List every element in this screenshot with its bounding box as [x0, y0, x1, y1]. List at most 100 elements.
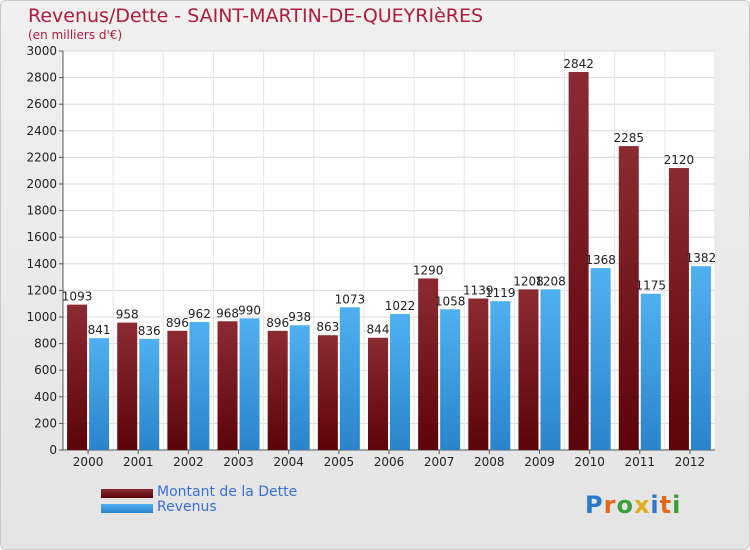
data-label-dette: 896	[266, 316, 289, 330]
bar-revenus	[339, 307, 360, 450]
gridlines	[62, 50, 716, 451]
bar-dette	[568, 72, 589, 450]
proxiti-logo: Proxiti	[585, 491, 681, 519]
y-tick-label: 800	[34, 337, 57, 351]
bar-revenus	[540, 289, 561, 450]
data-label-revenus: 1382	[686, 251, 717, 265]
data-label-revenus: 1368	[585, 253, 616, 267]
data-label-revenus: 841	[88, 323, 111, 337]
logo-letter: P	[585, 491, 604, 519]
data-label-dette: 958	[116, 308, 139, 322]
bar-dette	[117, 322, 138, 450]
data-label-dette: 896	[166, 316, 189, 330]
x-tick-label: 2011	[624, 455, 655, 469]
axes: 0 200 400 600 800 1000 1200 1400 1600 1800 2000 220…	[26, 44, 715, 469]
bar-dette	[468, 298, 489, 450]
y-tick-label: 2400	[26, 124, 57, 138]
x-tick-label: 2009	[524, 455, 555, 469]
plot-area	[63, 51, 715, 450]
bar-revenus	[490, 301, 511, 450]
x-tick-label: 2008	[474, 455, 505, 469]
bar-revenus	[89, 338, 110, 450]
x-tick-label: 2012	[675, 455, 706, 469]
data-label-revenus: 1175	[635, 279, 666, 293]
data-label-dette: 844	[367, 323, 390, 337]
y-tick-label: 2600	[26, 97, 57, 111]
data-labels: 1093 958 896 968 896 863 844 1290 1139 1208 2842 22…	[62, 57, 716, 338]
data-label-dette: 1208	[513, 274, 544, 288]
logo-letter: i	[650, 491, 660, 519]
x-tick-label: 2007	[424, 455, 455, 469]
bar-revenus	[289, 325, 310, 450]
data-label-revenus: 1208	[535, 274, 566, 288]
bar-revenus	[239, 318, 260, 450]
y-tick-label: 1200	[26, 283, 57, 297]
data-label-revenus: 938	[288, 310, 311, 324]
bars	[67, 72, 711, 451]
data-label-revenus: 1073	[335, 292, 366, 306]
y-tick-label: 1600	[26, 230, 57, 244]
y-tick-label: 200	[34, 416, 57, 430]
bar-dette	[368, 337, 388, 450]
bar-dette	[67, 304, 88, 450]
y-tick-label: 1800	[26, 204, 57, 218]
y-tick-label: 600	[34, 363, 57, 377]
data-label-dette: 1139	[463, 284, 494, 298]
data-label-dette: 1290	[413, 263, 444, 277]
bar-revenus	[189, 322, 210, 450]
logo-letter: i	[672, 491, 682, 519]
legend-label-revenus: Revenus	[157, 499, 217, 515]
data-label-dette: 968	[216, 306, 239, 320]
x-tick-label: 2006	[374, 455, 405, 469]
data-label-revenus: 1058	[435, 294, 466, 308]
bar-revenus	[690, 266, 711, 450]
x-tick-label: 2000	[73, 455, 104, 469]
x-tick-label: 2005	[324, 455, 355, 469]
bar-revenus	[139, 338, 160, 450]
y-tick-label: 3000	[26, 44, 57, 58]
bar-revenus	[640, 293, 661, 450]
bar-dette	[418, 278, 439, 450]
data-label-dette: 2120	[664, 153, 695, 167]
chart-subtitle: (en milliers d'€)	[28, 28, 123, 42]
bar-dette	[618, 146, 639, 450]
data-label-dette: 863	[316, 320, 339, 334]
y-tick-label: 2800	[26, 71, 57, 85]
bar-dette	[668, 168, 689, 451]
y-tick-label: 2200	[26, 150, 57, 164]
x-tick-label: 2003	[223, 455, 254, 469]
bar-dette	[217, 321, 238, 450]
bar-revenus	[390, 314, 410, 450]
data-label-revenus: 962	[188, 307, 211, 321]
legend-swatch-revenus	[101, 504, 153, 513]
x-tick-label: 2004	[273, 455, 304, 469]
data-label-revenus: 990	[238, 303, 261, 317]
legend-label-dette: Montant de la Dette	[157, 484, 298, 500]
y-tick-label: 1400	[26, 257, 57, 271]
logo-letter: o	[616, 491, 634, 519]
bar-dette	[267, 330, 288, 450]
y-tick-label: 2000	[26, 177, 57, 191]
logo-letter: t	[659, 491, 673, 519]
data-label-dette: 1093	[62, 290, 93, 304]
y-tick-label: 1000	[26, 310, 57, 324]
x-tick-label: 2002	[173, 455, 204, 469]
y-tick-label: 0	[49, 443, 57, 457]
logo-letter: x	[633, 491, 651, 519]
legend-swatch-dette	[101, 489, 153, 498]
data-label-revenus: 836	[138, 324, 161, 338]
y-tick-label: 400	[34, 390, 57, 404]
bar-dette	[167, 330, 188, 450]
bar-dette	[317, 335, 338, 450]
data-label-revenus: 1022	[385, 299, 416, 313]
bar-dette	[518, 289, 539, 450]
chart-title: Revenus/Dette - SAINT-MARTIN-DE-QUEYRIèR…	[28, 5, 484, 27]
data-label-dette: 2842	[563, 57, 594, 71]
x-tick-label: 2010	[574, 455, 605, 469]
bar-revenus	[590, 268, 611, 450]
logo-letter: r	[603, 491, 617, 519]
data-label-revenus: 1119	[485, 286, 516, 300]
data-label-dette: 2285	[613, 131, 644, 145]
